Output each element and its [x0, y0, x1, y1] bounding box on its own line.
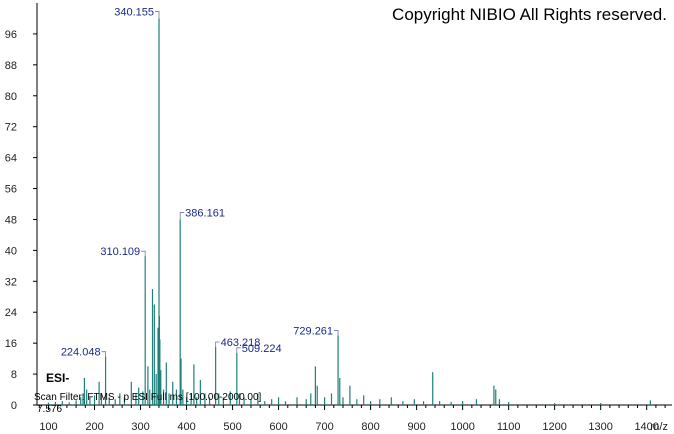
peak-label-leader [236, 347, 241, 353]
x-tick-label: 700 [315, 421, 333, 433]
peak-labels: 340.155 386.161 310.109 224.048 463.218509.2… [61, 6, 339, 359]
x-tick-label: 900 [407, 421, 425, 433]
peak-label: 340.155 [114, 6, 154, 18]
y-tick-label: 40 [5, 245, 17, 257]
x-tick-label: 1000 [450, 421, 474, 433]
y-ticks: 0 8 16 24 32 40 48 56 64 72 80 88 96 [5, 29, 37, 412]
x-tick-label: 600 [269, 421, 287, 433]
peak-label-leader [141, 250, 146, 257]
y-tick-label: 96 [5, 29, 17, 41]
peak-label-leader [179, 212, 185, 220]
x-tick-label: 200 [85, 421, 103, 433]
peak-label-leader [155, 11, 160, 19]
y-tick-label: 64 [5, 153, 17, 165]
peaks [47, 18, 651, 405]
x-tick-label: 1400 [634, 421, 658, 433]
y-tick-label: 32 [5, 276, 17, 288]
y-tick-label: 72 [5, 122, 17, 134]
x-tick-label: 500 [223, 421, 241, 433]
x-tick-label: 400 [177, 421, 195, 433]
y-tick-label: 16 [5, 338, 17, 350]
y-tick-label: 0 [11, 400, 17, 412]
x-tick-label: 100 [39, 421, 57, 433]
copyright-text: Copyright NIBIO All Rights reserved. [392, 5, 667, 24]
axes [36, 3, 672, 406]
peak-label: 310.109 [100, 246, 140, 258]
retention-time: 7.576 [37, 404, 62, 415]
x-axis-label: m/z [650, 421, 668, 433]
y-tick-label: 8 [11, 369, 17, 381]
x-ticks: 100 200 300 400 500 600 700 800 900 1000 1100 1200 1… [38, 405, 666, 433]
peak-label: 463.218 [221, 337, 261, 349]
peak-label-leader [215, 341, 220, 348]
peak-label: 729.261 [293, 325, 333, 337]
y-tick-label: 88 [5, 60, 17, 72]
peak-label: 509.224 [242, 343, 282, 355]
x-tick-label: 1200 [542, 421, 566, 433]
peak-label: 224.048 [61, 347, 101, 359]
y-tick-label: 56 [5, 184, 17, 196]
x-tick-label: 300 [131, 421, 149, 433]
x-tick-label: 1100 [497, 421, 521, 433]
scan-filter-text: Scan Filter: FTMS - p ESI Full ms [100.0… [34, 392, 262, 403]
y-tick-label: 80 [5, 91, 17, 103]
peak-label-leader [334, 330, 339, 336]
peak-label: 386.161 [185, 207, 225, 219]
y-tick-label: 48 [5, 214, 17, 226]
peak-label-leader [101, 351, 106, 357]
ionization-label: ESI- [46, 371, 69, 385]
x-tick-label: 1300 [588, 421, 612, 433]
x-tick-label: 800 [361, 421, 379, 433]
y-tick-label: 24 [5, 307, 17, 319]
